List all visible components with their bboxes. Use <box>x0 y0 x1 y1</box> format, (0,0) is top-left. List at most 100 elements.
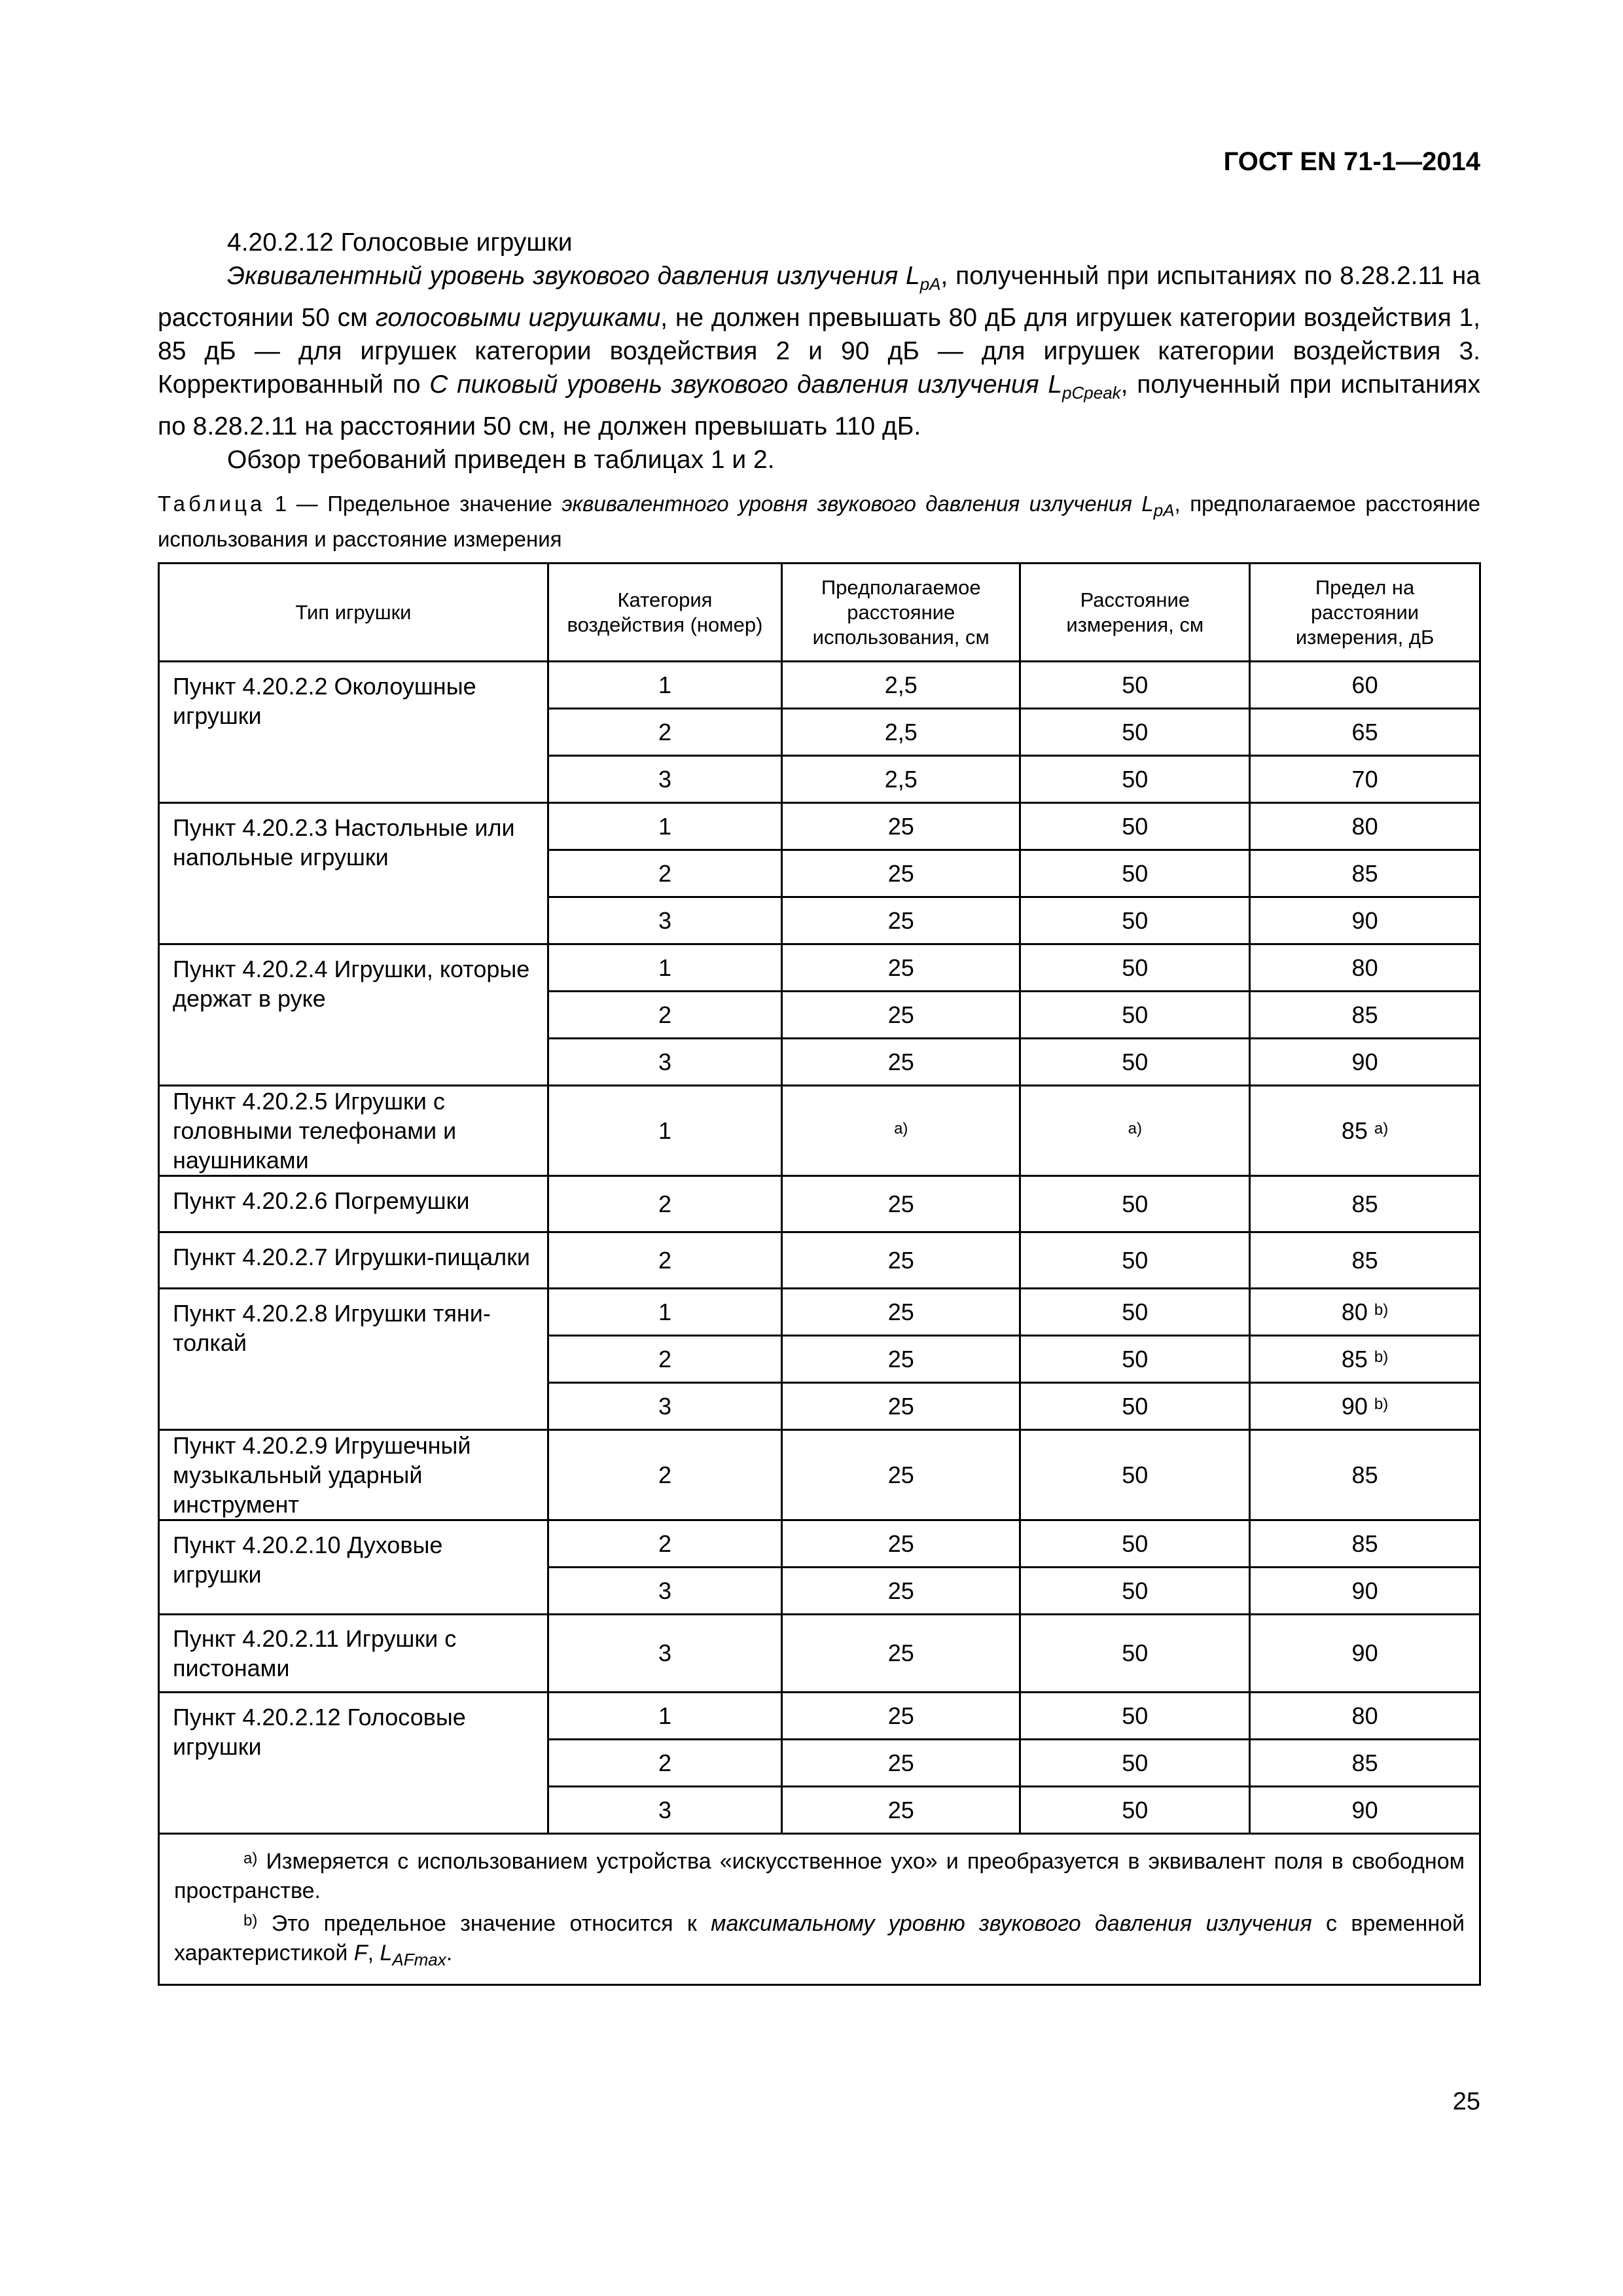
value-cell: 2 <box>548 992 781 1039</box>
value-cell: 3 <box>548 1787 781 1834</box>
toy-type-cell: Пункт 4.20.2.11 Игрушки с пистонами <box>159 1615 548 1693</box>
text-run: Эквивалентный уровень звукового давления… <box>227 262 906 290</box>
value-cell: 80 <box>1250 944 1480 992</box>
table-row: Пункт 4.20.2.10 Духовые игрушки2255085 <box>159 1520 1480 1568</box>
toy-type-cell: Пункт 4.20.2.8 Игрушки тяни-толкай <box>159 1289 548 1430</box>
value-cell: 3 <box>548 1039 781 1086</box>
value-cell: a) <box>782 1086 1020 1176</box>
page-number: 25 <box>1453 2088 1480 2116</box>
value-cell: 25 <box>782 944 1020 992</box>
value-cell: 25 <box>782 1039 1020 1086</box>
value-cell: 25 <box>782 850 1020 897</box>
limits-table: Тип игрушкиКатегория воздействия (номер)… <box>158 562 1481 1986</box>
value-cell: 3 <box>548 1383 781 1430</box>
section-body: 4.20.2.12 Голосовые игрушки Эквивалентны… <box>158 226 1480 476</box>
value-cell: 50 <box>1020 1787 1250 1834</box>
value-cell: 50 <box>1020 662 1250 709</box>
value-cell: 3 <box>548 1568 781 1615</box>
text-run: . <box>446 1941 452 1965</box>
value-cell: 2 <box>548 1430 781 1520</box>
value-cell: 90 <box>1250 1615 1480 1693</box>
table-row: Пункт 4.20.2.8 Игрушки тяни-толкай125508… <box>159 1289 1480 1336</box>
value-cell: 70 <box>1250 756 1480 803</box>
value-cell: 25 <box>782 1740 1020 1787</box>
table-row: Пункт 4.20.2.3 Настольные или напольные … <box>159 803 1480 850</box>
value-cell: 50 <box>1020 1520 1250 1568</box>
value-cell: 50 <box>1020 1568 1250 1615</box>
footnote-marker: b) <box>1374 1301 1388 1319</box>
table-caption: Таблица 1 — Предельное значение эквивале… <box>158 490 1480 554</box>
toy-type-cell: Пункт 4.20.2.3 Настольные или напольные … <box>159 803 548 944</box>
value-cell: 25 <box>782 992 1020 1039</box>
subscript: pA <box>1154 501 1175 520</box>
value-cell: 50 <box>1020 1289 1250 1336</box>
value-cell: 85 b) <box>1250 1336 1480 1383</box>
value-cell: 50 <box>1020 1232 1250 1289</box>
value-cell: 25 <box>782 1383 1020 1430</box>
toy-type-cell: Пункт 4.20.2.6 Погремушки <box>159 1176 548 1232</box>
value-cell: a) <box>1020 1086 1250 1176</box>
value-cell: 25 <box>782 1615 1020 1693</box>
value-cell: 50 <box>1020 992 1250 1039</box>
section-paragraph-2: Обзор требований приведен в таблицах 1 и… <box>158 443 1480 476</box>
value-cell: 25 <box>782 1232 1020 1289</box>
footnote-marker: b) <box>243 1912 257 1929</box>
value-cell: 50 <box>1020 897 1250 944</box>
value-cell: 3 <box>548 897 781 944</box>
footnote-marker: a) <box>1128 1120 1142 1138</box>
toy-type-cell: Пункт 4.20.2.10 Духовые игрушки <box>159 1520 548 1615</box>
value-cell: 90 b) <box>1250 1383 1480 1430</box>
document-id: ГОСТ EN 71-1—2014 <box>1224 147 1480 177</box>
footnote-marker: a) <box>894 1120 908 1138</box>
value-cell: 85 <box>1250 1232 1480 1289</box>
subscript: AFmax <box>392 1950 446 1969</box>
value-cell: 85 <box>1250 1430 1480 1520</box>
value-cell: 50 <box>1020 803 1250 850</box>
value-cell: 50 <box>1020 756 1250 803</box>
toy-type-cell: Пункт 4.20.2.4 Игрушки, которые держат в… <box>159 944 548 1086</box>
value-cell: 80 b) <box>1250 1289 1480 1336</box>
subscript: pA <box>920 274 941 294</box>
value-cell: 85 <box>1250 992 1480 1039</box>
value-cell: 90 <box>1250 1787 1480 1834</box>
table-row: Пункт 4.20.2.2 Околоушные игрушки12,5506… <box>159 662 1480 709</box>
value-cell: 90 <box>1250 1039 1480 1086</box>
value-cell: 85 a) <box>1250 1086 1480 1176</box>
table-caption-text: 1 — Предельное значение эквивалентного у… <box>158 492 1480 551</box>
table-footnotes: a) Измеряется с использованием устройств… <box>159 1834 1480 1985</box>
table-row: Пункт 4.20.2.7 Игрушки-пищалки2255085 <box>159 1232 1480 1289</box>
value-cell: 85 <box>1250 1176 1480 1232</box>
value-cell: 50 <box>1020 1693 1250 1740</box>
column-header: Предел на расстоянии измерения, дБ <box>1250 564 1480 662</box>
text-run: , <box>368 1941 380 1965</box>
value-cell: 25 <box>782 897 1020 944</box>
value-cell: 65 <box>1250 709 1480 756</box>
value-cell: 50 <box>1020 850 1250 897</box>
value-cell: 50 <box>1020 944 1250 992</box>
table-row: Пункт 4.20.2.12 Голосовые игрушки1255080 <box>159 1693 1480 1740</box>
text-run: F <box>354 1941 368 1965</box>
value-cell: 25 <box>782 1176 1020 1232</box>
value-cell: 1 <box>548 803 781 850</box>
text-run: L <box>380 1941 392 1965</box>
value-cell: 2,5 <box>782 756 1020 803</box>
value-cell: 85 <box>1250 850 1480 897</box>
table-header-row: Тип игрушкиКатегория воздействия (номер)… <box>159 564 1480 662</box>
value-cell: 25 <box>782 1693 1020 1740</box>
section-paragraph-1: Эквивалентный уровень звукового давления… <box>158 259 1480 443</box>
toy-type-cell: Пункт 4.20.2.12 Голосовые игрушки <box>159 1693 548 1834</box>
value-cell: 1 <box>548 944 781 992</box>
value-cell: 2 <box>548 709 781 756</box>
value-cell: 50 <box>1020 1039 1250 1086</box>
value-cell: 90 <box>1250 1568 1480 1615</box>
footnotes-row: a) Измеряется с использованием устройств… <box>159 1834 1480 1985</box>
value-cell: 25 <box>782 1520 1020 1568</box>
value-cell: 80 <box>1250 1693 1480 1740</box>
value-cell: 1 <box>548 1086 781 1176</box>
column-header: Расстояние измерения, см <box>1020 564 1250 662</box>
toy-type-cell: Пункт 4.20.2.7 Игрушки-пищалки <box>159 1232 548 1289</box>
value-cell: 25 <box>782 1430 1020 1520</box>
table-caption-label: Таблица <box>158 492 265 516</box>
table-row: Пункт 4.20.2.11 Игрушки с пистонами32550… <box>159 1615 1480 1693</box>
value-cell: 25 <box>782 1336 1020 1383</box>
